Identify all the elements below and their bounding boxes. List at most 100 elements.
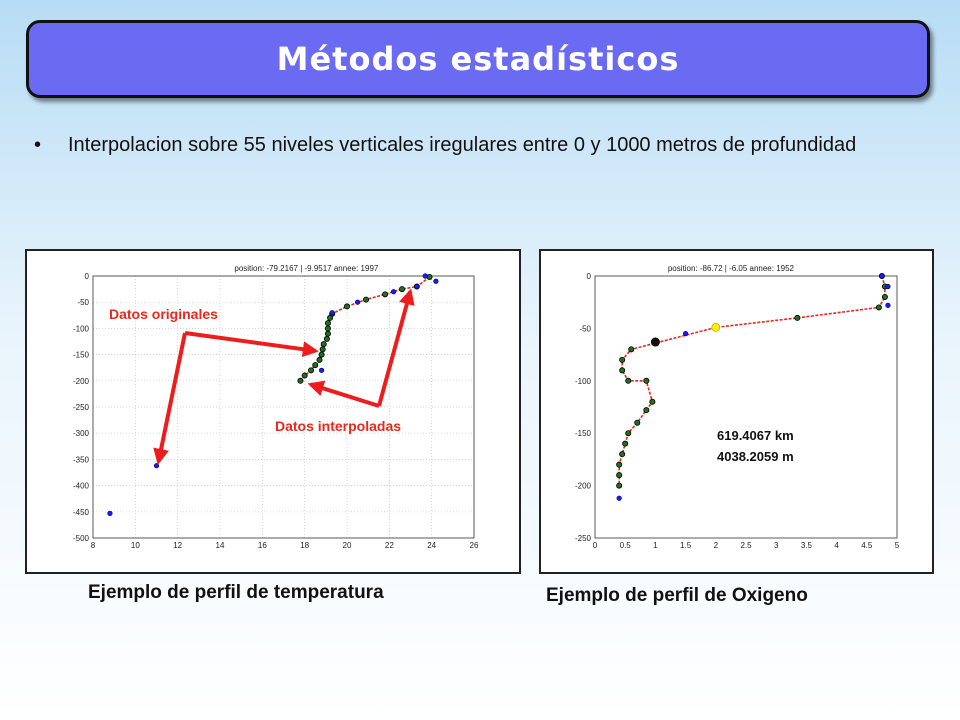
interpolated-point: [643, 407, 650, 414]
original-point: [414, 283, 420, 290]
y-tick-label: -150: [73, 351, 90, 360]
interpolated-point: [324, 325, 331, 332]
interpolated-point: [323, 335, 330, 342]
x-tick-label: 16: [258, 541, 267, 550]
interpolated-point: [399, 286, 406, 293]
interpolated-point: [875, 304, 882, 311]
arrow-interpoladas-1: [307, 380, 380, 408]
interpolated-point: [319, 346, 326, 353]
interpolated-point: [616, 482, 623, 489]
y-tick-label: 0: [85, 272, 90, 281]
annotation-datos-originales: Datos originales: [109, 306, 218, 322]
original-point: [433, 278, 439, 284]
y-tick-label: -200: [73, 377, 90, 386]
original-point: [354, 299, 361, 305]
x-tick-label: 20: [343, 541, 352, 550]
highlight-point: [711, 323, 721, 332]
original-point: [616, 495, 622, 501]
y-tick-label: -500: [73, 534, 90, 543]
slide-title: Métodos estadísticos: [276, 40, 680, 78]
x-tick-label: 14: [216, 541, 225, 550]
oxygen-profile-chart: 0 0.5 1 1.5 2 2.5 3 3.5 4 4.5 5 0 -50 -100 -150 -200 -25…: [575, 264, 900, 550]
original-point: [879, 273, 885, 279]
bullet-point: • Interpolacion sobre 55 niveles vertica…: [34, 132, 890, 159]
y-tick-label: -350: [73, 455, 90, 464]
y-tick-label: -250: [575, 534, 592, 543]
x-tick-label: 4: [834, 541, 839, 550]
x-tick-label: 10: [131, 541, 140, 550]
oxygen-caption: Ejemplo de perfil de Oxigeno: [546, 585, 808, 606]
interpolated-point: [324, 320, 331, 327]
interpolated-point: [320, 341, 327, 348]
y-tick-label: -100: [73, 324, 90, 333]
x-tick-label: 0: [593, 541, 598, 550]
original-point: [153, 463, 160, 469]
interpolated-point: [324, 330, 331, 337]
y-tick-label: -400: [73, 482, 90, 491]
temperature-profile-chart: 8 10 12 14 16 18 20 22 24 26 0 -50 -100 -150 -200 -250 -…: [73, 264, 479, 550]
original-point: [390, 289, 397, 295]
x-tick-label: 26: [470, 541, 479, 550]
y-tick-label: -200: [575, 482, 592, 491]
x-tick-label: 22: [385, 541, 394, 550]
y-tick-label: -50: [579, 324, 591, 333]
plot-area-frame: [92, 275, 475, 539]
interpolated-point: [619, 451, 626, 458]
plot-title: position: -79.2167 | -9.9517 annee: 1997: [234, 264, 379, 273]
x-tick-label: 5: [895, 541, 900, 550]
x-tick-label: 18: [300, 541, 309, 550]
original-point: [683, 331, 689, 337]
interpolated-point: [343, 303, 350, 310]
interpolated-point: [634, 419, 641, 426]
slide-title-box: Métodos estadísticos: [26, 20, 930, 98]
x-tick-label: 1: [653, 541, 658, 550]
x-tick-label: 3.5: [801, 541, 813, 550]
plot-area-frame: [594, 275, 898, 539]
interpolated-point: [649, 398, 656, 405]
interpolated-point: [622, 440, 629, 447]
x-tick-label: 2: [714, 541, 719, 550]
arrow-originales-1: [153, 332, 187, 465]
interpolated-point: [643, 377, 650, 384]
interpolated-point: [619, 367, 626, 374]
interpolated-point: [616, 461, 623, 468]
bullet-marker: •: [34, 134, 42, 156]
original-point: [885, 302, 891, 308]
plot-title: position: -86.72 | -6.05 annee: 1952: [668, 264, 795, 273]
y-tick-label: -50: [77, 298, 89, 307]
interpolated-point: [363, 296, 370, 303]
interpolated-point: [628, 346, 635, 353]
temperature-profile-panel: 8 10 12 14 16 18 20 22 24 26 0 -50 -100 -150 -200 -250 -…: [25, 249, 521, 574]
annotation-datos-interpoladas: Datos interpoladas: [275, 418, 401, 434]
interpolated-point: [316, 356, 323, 363]
interpolated-point: [301, 372, 308, 379]
temperature-caption: Ejemplo de perfil de temperatura: [88, 582, 384, 603]
interpolated-point: [318, 351, 325, 358]
original-point: [319, 367, 325, 373]
arrow-interpoladas-2: [377, 288, 415, 407]
x-tick-label: 4.5: [861, 541, 873, 550]
original-point: [329, 310, 335, 316]
y-tick-label: -450: [73, 508, 90, 517]
y-tick-label: 0: [587, 272, 592, 281]
bullet-text: Interpolacion sobre 55 niveles verticale…: [68, 134, 857, 156]
interpolated-point: [312, 362, 319, 369]
x-tick-label: 0.5: [620, 541, 632, 550]
interpolated-point: [625, 377, 632, 384]
x-tick-label: 1.5: [680, 541, 692, 550]
x-tick-label: 24: [427, 541, 436, 550]
x-tick-label: 2.5: [740, 541, 752, 550]
x-tick-label: 12: [173, 541, 182, 550]
x-tick-label: 3: [774, 541, 779, 550]
interpolated-point: [297, 377, 304, 384]
interpolated-point: [382, 291, 389, 298]
interpolated-point: [619, 356, 626, 363]
y-tick-label: -300: [73, 429, 90, 438]
original-point: [107, 510, 113, 516]
interpolated-point: [327, 314, 334, 321]
original-point: [885, 283, 891, 290]
large-point: [650, 337, 660, 347]
interpolated-point: [794, 314, 801, 321]
depth-m-label: 4038.2059 m: [717, 449, 794, 464]
interpolated-point: [881, 293, 888, 300]
